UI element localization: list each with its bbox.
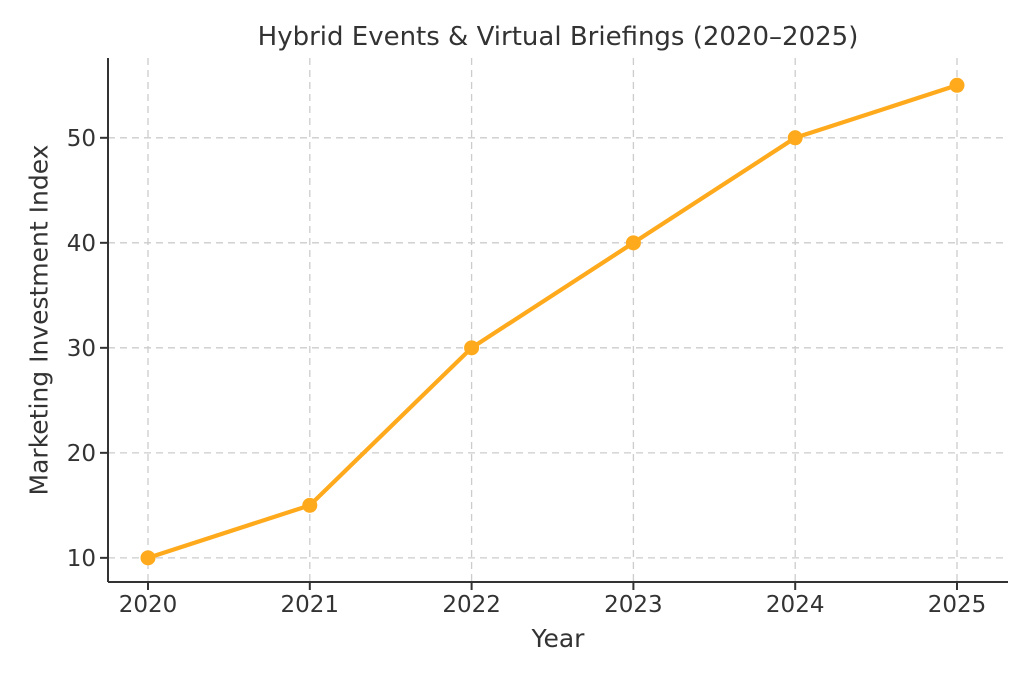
x-tick-label: 2024 (766, 592, 825, 618)
data-point-marker (140, 550, 156, 566)
x-tick-label: 2023 (604, 592, 663, 618)
y-tick-label: 50 (67, 126, 96, 152)
y-tick-label: 30 (67, 336, 96, 362)
data-point-marker (625, 235, 641, 251)
chart-title: Hybrid Events & Virtual Briefings (2020–… (257, 22, 859, 52)
series-line (145, 83, 960, 560)
x-tick-label: 2021 (281, 592, 340, 618)
data-point-marker (787, 130, 803, 146)
data-point-marker (302, 497, 318, 513)
x-tick-label: 2025 (928, 592, 987, 618)
data-point-marker (949, 77, 965, 93)
y-tick-label: 20 (67, 441, 96, 467)
y-tick-label: 10 (67, 546, 96, 572)
data-point-marker (464, 340, 480, 356)
y-tick-label: 40 (67, 231, 96, 257)
x-axis-title: Year (531, 624, 585, 653)
x-tick-label: 2020 (119, 592, 178, 618)
x-tick-label: 2022 (442, 592, 501, 618)
